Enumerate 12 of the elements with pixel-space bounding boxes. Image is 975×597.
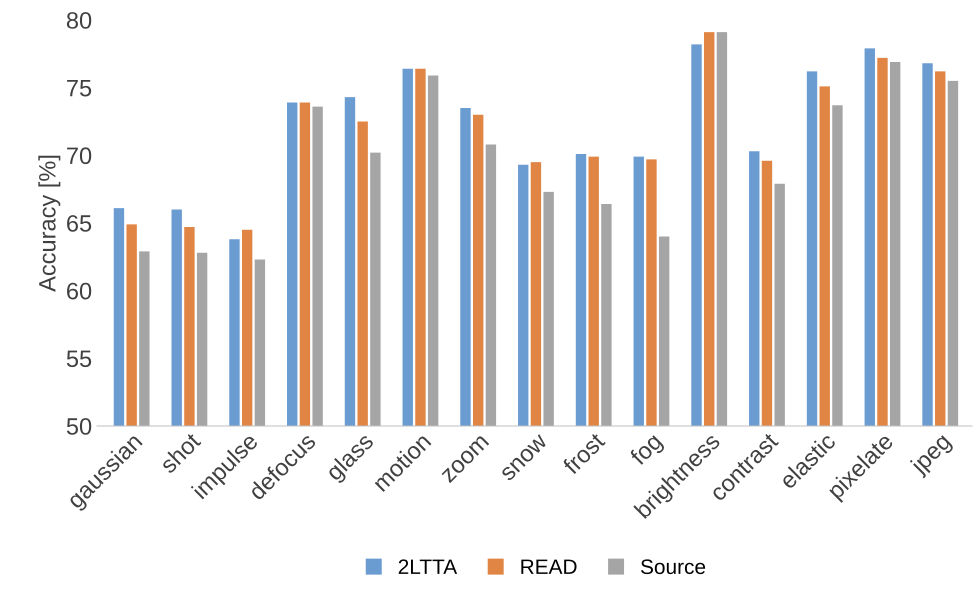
y-axis-title: Accuracy [%] bbox=[38, 156, 60, 292]
legend-label: READ bbox=[521, 560, 577, 574]
y-tick-label: 65 bbox=[67, 215, 92, 232]
y-tick-label: 55 bbox=[66, 350, 92, 368]
y-tick-label: 75 bbox=[67, 80, 92, 96]
y-tick-label: 50 bbox=[66, 418, 92, 435]
x-tick-label: frost bbox=[561, 431, 606, 476]
legend-label: Source bbox=[640, 559, 706, 574]
legend-label: 2LTTA bbox=[398, 559, 458, 574]
y-tick-label: 60 bbox=[67, 282, 92, 300]
y-tick-label: 70 bbox=[67, 147, 92, 164]
y-tick-label: 80 bbox=[66, 12, 92, 29]
